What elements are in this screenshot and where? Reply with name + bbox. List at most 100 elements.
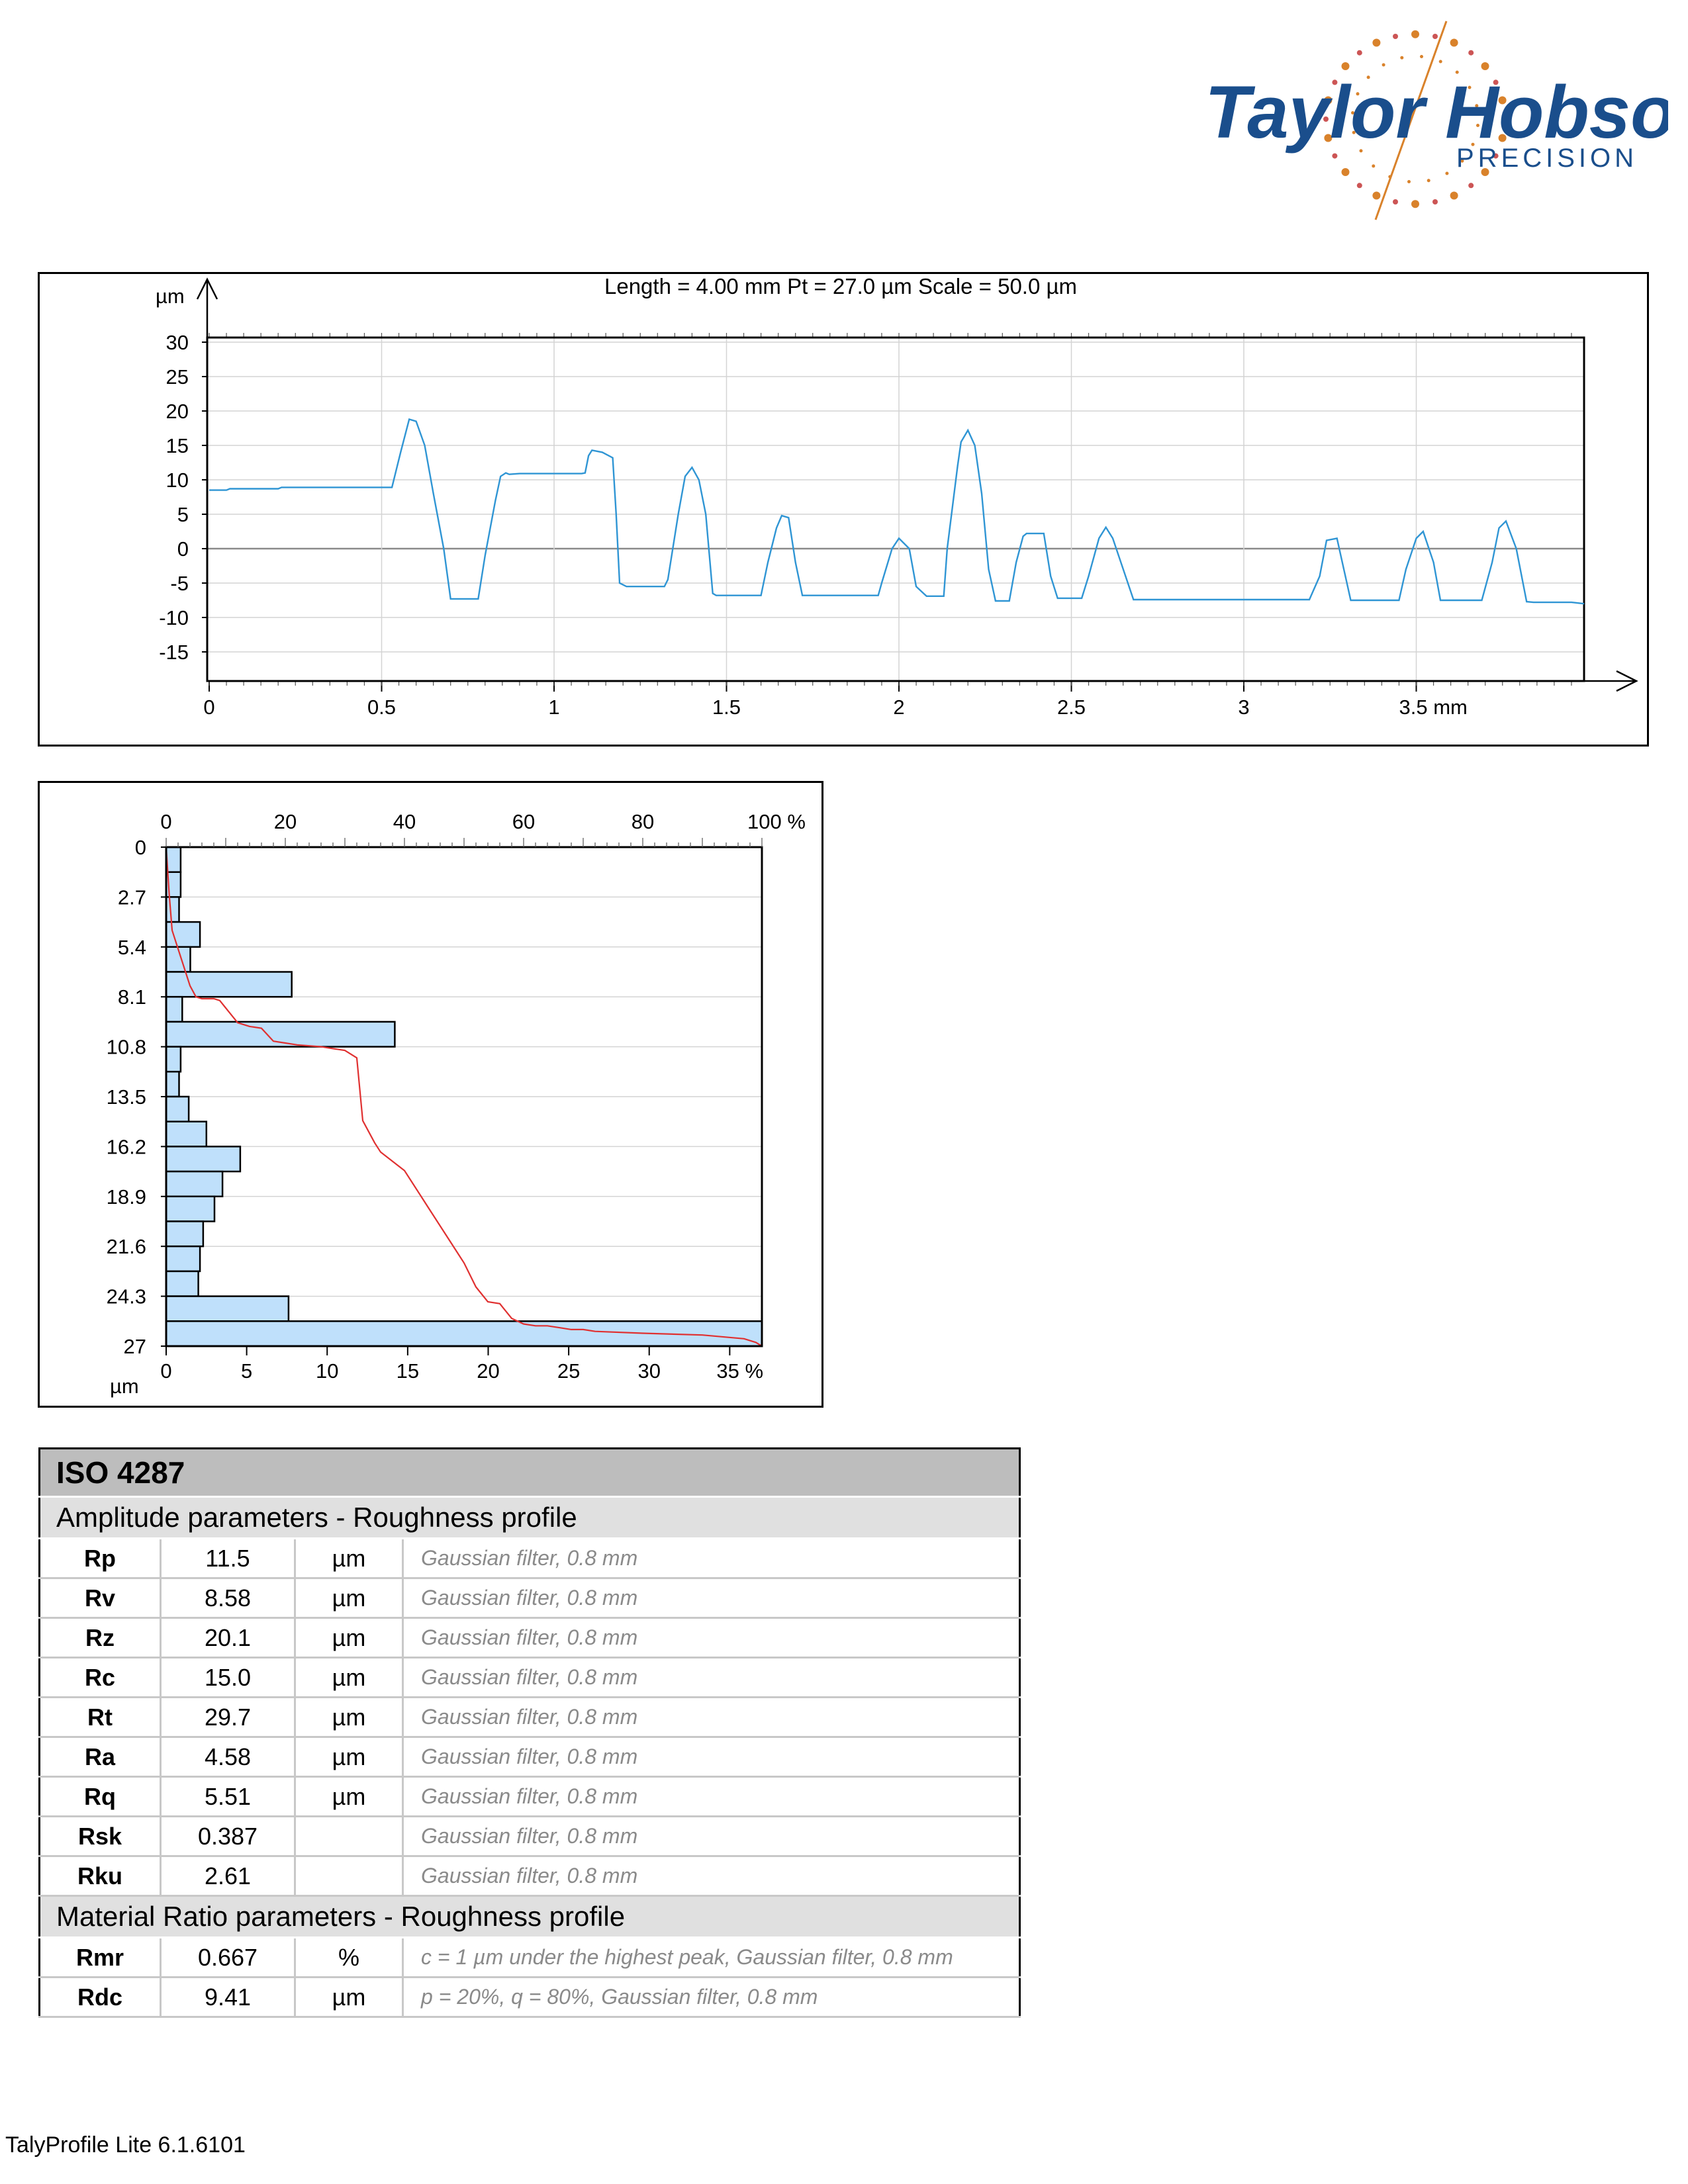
histogram-y-tick-label: 0 xyxy=(135,836,146,859)
logo-star-ring xyxy=(1323,30,1507,208)
logo-inner-dot xyxy=(1352,130,1356,134)
profile-plot-border xyxy=(206,336,1585,682)
param-name: Rc xyxy=(39,1657,162,1698)
profile-x-tick-label: 2.5 xyxy=(1057,696,1086,719)
profile-y-tick-label: 30 xyxy=(166,331,189,354)
logo-star-dot xyxy=(1432,199,1438,205)
logo-inner-dot xyxy=(1359,149,1363,153)
profile-chart: Length = 4.00 mm Pt = 27.0 µm Scale = 50… xyxy=(156,274,1638,719)
param-note: Gaussian filter, 0.8 mm xyxy=(402,1697,1020,1738)
param-unit: µm xyxy=(295,1657,404,1698)
logo-inner-dot xyxy=(1372,164,1376,168)
logo-star-dot xyxy=(1393,34,1398,39)
logo-star-dot xyxy=(1432,34,1438,39)
param-name: Rv xyxy=(39,1578,162,1619)
param-name: Ra xyxy=(39,1737,162,1778)
logo-inner-dot xyxy=(1351,111,1354,114)
param-value: 0.667 xyxy=(160,1937,296,1978)
histogram-bottom-tick-label: 25 xyxy=(557,1359,580,1383)
histogram-bottom-tick-label: 0 xyxy=(160,1359,171,1383)
histogram-bar xyxy=(165,1270,199,1297)
histogram-bar xyxy=(165,1245,201,1273)
logo-inner-dot xyxy=(1427,179,1430,183)
profile-x-tick-label: 1.5 xyxy=(712,696,741,719)
profile-x-tick-label: 2 xyxy=(893,696,904,719)
histogram-top-tick-label: 20 xyxy=(274,810,297,833)
profile-y-tick-label: -10 xyxy=(159,606,189,629)
section-header-row: Amplitude parameters - Roughness profile xyxy=(39,1496,1020,1539)
histogram-bottom-tick-label: 30 xyxy=(637,1359,660,1383)
param-unit: µm xyxy=(295,1697,404,1738)
histogram-top-tick-label: 100 % xyxy=(747,810,806,833)
param-note: Gaussian filter, 0.8 mm xyxy=(402,1776,1020,1817)
software-version: TalyProfile Lite 6.1.6101 xyxy=(5,2132,246,2158)
logo-inner-dot xyxy=(1471,142,1475,146)
param-note: Gaussian filter, 0.8 mm xyxy=(402,1617,1020,1659)
x-axis-arrow xyxy=(1584,670,1638,692)
table-row: Rz 20.1 µm Gaussian filter, 0.8 mm xyxy=(39,1617,1020,1659)
logo-name: Taylor Hobson xyxy=(1205,71,1668,154)
profile-y-tick-label: 20 xyxy=(166,400,189,423)
logo-star-dot xyxy=(1372,191,1381,200)
histogram-chart-frame: 0 2.7 5.4 8.1 10.8 13.5 16.2 18.9 21.6 24.3 27 0 20… xyxy=(38,781,823,1408)
param-value: 20.1 xyxy=(160,1617,296,1659)
param-unit xyxy=(295,1856,404,1897)
histogram-y-tick-label: 2.7 xyxy=(118,886,146,909)
logo-inner-dot xyxy=(1400,56,1404,60)
table-row: Rv 8.58 µm Gaussian filter, 0.8 mm xyxy=(39,1578,1020,1619)
logo-star-dot xyxy=(1481,62,1489,70)
iso-params-table: ISO 4287 Amplitude parameters - Roughnes… xyxy=(38,1447,1021,2018)
logo-inner-dot xyxy=(1468,85,1472,89)
histogram-bar xyxy=(165,896,180,923)
logo-inner-dot xyxy=(1455,70,1459,74)
param-name: Rsk xyxy=(39,1816,162,1857)
logo-star-dot xyxy=(1450,191,1458,200)
logo-star-dot xyxy=(1498,134,1507,142)
profile-x-tick-label: 0.5 xyxy=(367,696,396,719)
logo-star-dot xyxy=(1468,50,1474,56)
profile-series-line xyxy=(209,418,1585,605)
table-row: Rku 2.61 Gaussian filter, 0.8 mm xyxy=(39,1856,1020,1897)
logo-inner-dot xyxy=(1460,159,1464,163)
param-unit: µm xyxy=(295,1617,404,1659)
logo-star-dot xyxy=(1341,62,1350,70)
param-name: Rq xyxy=(39,1776,162,1817)
histogram-bar xyxy=(165,1071,180,1098)
profile-x-tick-label: 1 xyxy=(548,696,559,719)
logo-star-dot xyxy=(1324,134,1333,142)
histogram-y-unit: µm xyxy=(110,1375,139,1398)
param-value: 11.5 xyxy=(160,1538,296,1579)
histogram-y-tick-label: 16.2 xyxy=(107,1135,146,1158)
section-heading: Amplitude parameters - Roughness profile xyxy=(39,1496,1020,1539)
logo-inner-dot xyxy=(1445,171,1449,175)
param-value: 5.51 xyxy=(160,1776,296,1817)
param-value: 29.7 xyxy=(160,1697,296,1738)
histogram-y-tick-label: 10.8 xyxy=(107,1036,146,1059)
param-unit: µm xyxy=(295,1578,404,1619)
histogram-y-tick-label: 27 xyxy=(124,1335,146,1358)
param-unit: µm xyxy=(295,1737,404,1778)
logo-star-dot xyxy=(1356,50,1362,56)
histogram-bar xyxy=(165,1095,190,1122)
material-ratio-curve xyxy=(165,846,763,1347)
profile-y-unit: µm xyxy=(156,285,185,308)
param-value: 4.58 xyxy=(160,1737,296,1778)
logo-star-dot xyxy=(1356,183,1362,189)
logo-star-dot xyxy=(1498,96,1507,105)
param-name: Rku xyxy=(39,1856,162,1897)
logo-graphic: Taylor Hobson PRECISION xyxy=(1205,21,1688,220)
logo-star-dot xyxy=(1450,38,1458,47)
param-unit: µm xyxy=(295,1538,404,1579)
histogram-bottom-tick-label: 15 xyxy=(397,1359,419,1383)
param-unit xyxy=(295,1816,404,1857)
param-name: Rmr xyxy=(39,1937,162,1978)
section-heading: Material Ratio parameters - Roughness pr… xyxy=(39,1895,1020,1938)
histogram-bar xyxy=(165,846,182,873)
logo-inner-dot xyxy=(1420,55,1423,58)
histogram-y-tick-label: 5.4 xyxy=(118,936,146,959)
table-row: Rc 15.0 µm Gaussian filter, 0.8 mm xyxy=(39,1657,1020,1698)
profile-y-tick-label: 0 xyxy=(177,537,189,561)
logo-star-dot xyxy=(1393,199,1398,205)
histogram-bar xyxy=(165,1295,290,1322)
logo-star-dot xyxy=(1502,116,1507,122)
